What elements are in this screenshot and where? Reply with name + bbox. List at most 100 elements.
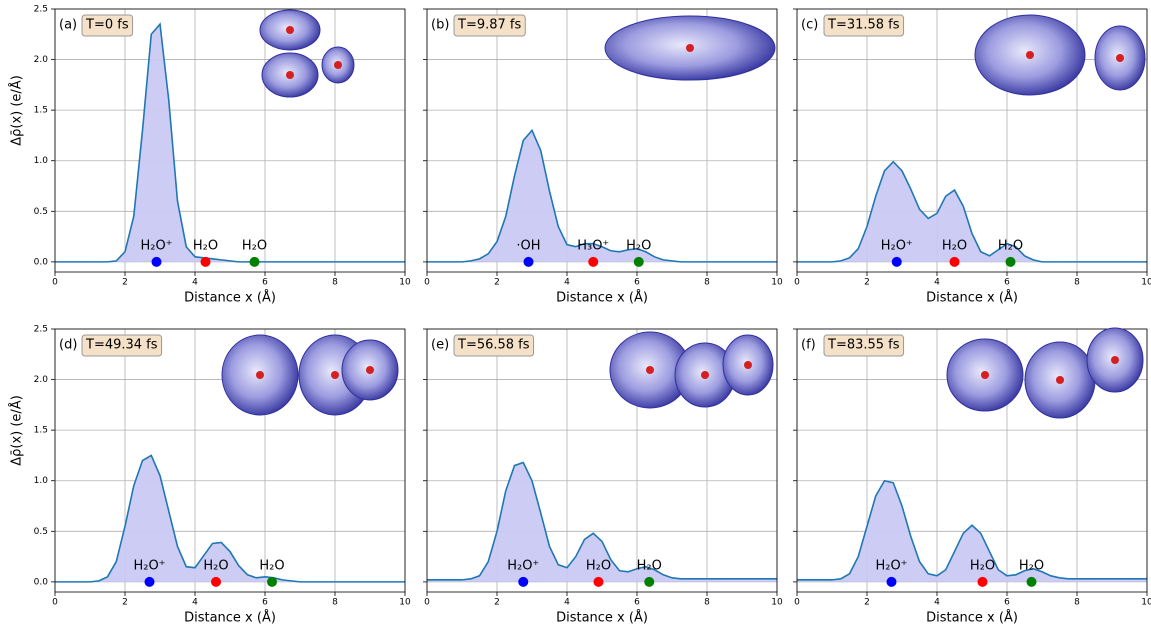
x-tick-label: 10 [771, 278, 783, 288]
species-marker [1027, 577, 1037, 587]
oxygen-atom [686, 44, 694, 52]
oxygen-atom [1116, 54, 1124, 62]
y-tick-label: 1.0 [34, 156, 49, 166]
species-marker [267, 577, 277, 587]
species-label: H₂O⁺ [507, 558, 539, 573]
y-tick-label: 0.0 [34, 257, 49, 267]
x-tick-label: 0 [794, 598, 800, 608]
species-label: H₂O [193, 238, 218, 253]
species-label: H₂O [998, 238, 1023, 253]
species-label: H₂O [203, 558, 228, 573]
panel-letter: (b) [431, 18, 449, 33]
oxygen-atom [256, 371, 264, 379]
species-marker [887, 577, 897, 587]
time-label: T=49.34 fs [85, 338, 158, 353]
x-tick-label: 8 [704, 278, 710, 288]
oxygen-atom [981, 371, 989, 379]
panel-letter: (f) [801, 338, 816, 353]
x-tick-label: 6 [634, 278, 640, 288]
x-tick-label: 6 [1004, 598, 1010, 608]
time-label: T=83.55 fs [827, 338, 900, 353]
species-marker [644, 577, 654, 587]
oxygen-atom [646, 366, 654, 374]
time-label: T=0 fs [85, 18, 129, 33]
species-label: H₂O [970, 558, 995, 573]
x-tick-label: 4 [564, 598, 570, 608]
species-label: H₂O⁺ [133, 558, 165, 573]
x-tick-label: 8 [332, 278, 338, 288]
x-axis-label: Distance x (Å) [926, 610, 1018, 626]
species-marker [594, 577, 604, 587]
x-tick-label: 2 [864, 278, 870, 288]
oxygen-atom [331, 371, 339, 379]
species-label: H₂O [637, 558, 662, 573]
x-tick-label: 4 [564, 278, 570, 288]
species-marker [518, 577, 528, 587]
x-tick-label: 6 [1004, 278, 1010, 288]
oxygen-atom [744, 361, 752, 369]
x-tick-label: 4 [192, 598, 198, 608]
x-tick-label: 10 [771, 598, 783, 608]
y-tick-label: 0.5 [34, 207, 48, 217]
y-axis-label: Δρ̄(x) (e/Å) [9, 75, 25, 146]
x-tick-label: 4 [934, 278, 940, 288]
x-tick-label: 2 [122, 598, 128, 608]
species-marker [588, 257, 598, 267]
oxygen-atom [1056, 376, 1064, 384]
panel-letter: (e) [431, 338, 449, 353]
x-axis-label: Distance x (Å) [556, 290, 648, 306]
oxygen-atom [334, 61, 342, 69]
species-label: H₂O [1019, 558, 1044, 573]
x-tick-label: 8 [332, 598, 338, 608]
y-axis-label: Δρ̄(x) (e/Å) [9, 395, 25, 466]
x-tick-label: 10 [399, 598, 411, 608]
oxygen-atom [1026, 51, 1034, 59]
species-marker [152, 257, 162, 267]
y-tick-label: 2.0 [34, 55, 49, 65]
oxygen-atom [286, 26, 294, 34]
plot-area [55, 9, 405, 272]
species-marker [250, 257, 260, 267]
species-label: ·OH [516, 238, 540, 253]
species-label: H₂O [626, 238, 651, 253]
x-tick-label: 0 [424, 278, 430, 288]
species-marker [634, 257, 644, 267]
x-tick-label: 10 [1141, 278, 1151, 288]
x-tick-label: 0 [52, 278, 58, 288]
species-marker [978, 577, 988, 587]
oxygen-atom [366, 366, 374, 374]
y-tick-label: 1.0 [34, 476, 49, 486]
x-tick-label: 10 [399, 278, 411, 288]
x-axis-label: Distance x (Å) [556, 610, 648, 626]
figure: 0.0 0.5 1.0 1.5 2.0 2.5 0 2 4 6 8 10 H₂O⁺ H₂O H₂O Dista… [0, 0, 1151, 626]
x-tick-label: 2 [494, 598, 500, 608]
x-tick-label: 10 [1141, 598, 1151, 608]
oxygen-atom [701, 371, 709, 379]
panel-letter: (c) [801, 18, 818, 33]
oxygen-atom [1111, 356, 1119, 364]
y-tick-label: 1.5 [34, 106, 48, 116]
x-axis-label: Distance x (Å) [926, 290, 1018, 306]
x-tick-label: 8 [1074, 598, 1080, 608]
species-label: H₂O [259, 558, 284, 573]
species-marker [892, 257, 902, 267]
species-label: H₂O⁺ [140, 238, 172, 253]
x-tick-label: 6 [262, 598, 268, 608]
page: {"chart_data": [ {"type": "line", "panel… [0, 0, 1151, 626]
y-tick-label: 0.5 [34, 527, 48, 537]
y-tick-label: 2.5 [34, 5, 48, 15]
y-tick-label: 2.0 [34, 375, 49, 385]
time-label: T=9.87 fs [457, 18, 521, 33]
x-tick-label: 2 [494, 278, 500, 288]
x-tick-label: 2 [122, 278, 128, 288]
x-tick-label: 6 [634, 598, 640, 608]
x-tick-label: 0 [424, 598, 430, 608]
species-marker [524, 257, 534, 267]
species-marker [950, 257, 960, 267]
oxygen-atom [286, 71, 294, 79]
x-axis-label: Distance x (Å) [184, 290, 276, 306]
species-marker [145, 577, 155, 587]
y-tick-label: 0.0 [34, 577, 49, 587]
x-tick-label: 4 [934, 598, 940, 608]
